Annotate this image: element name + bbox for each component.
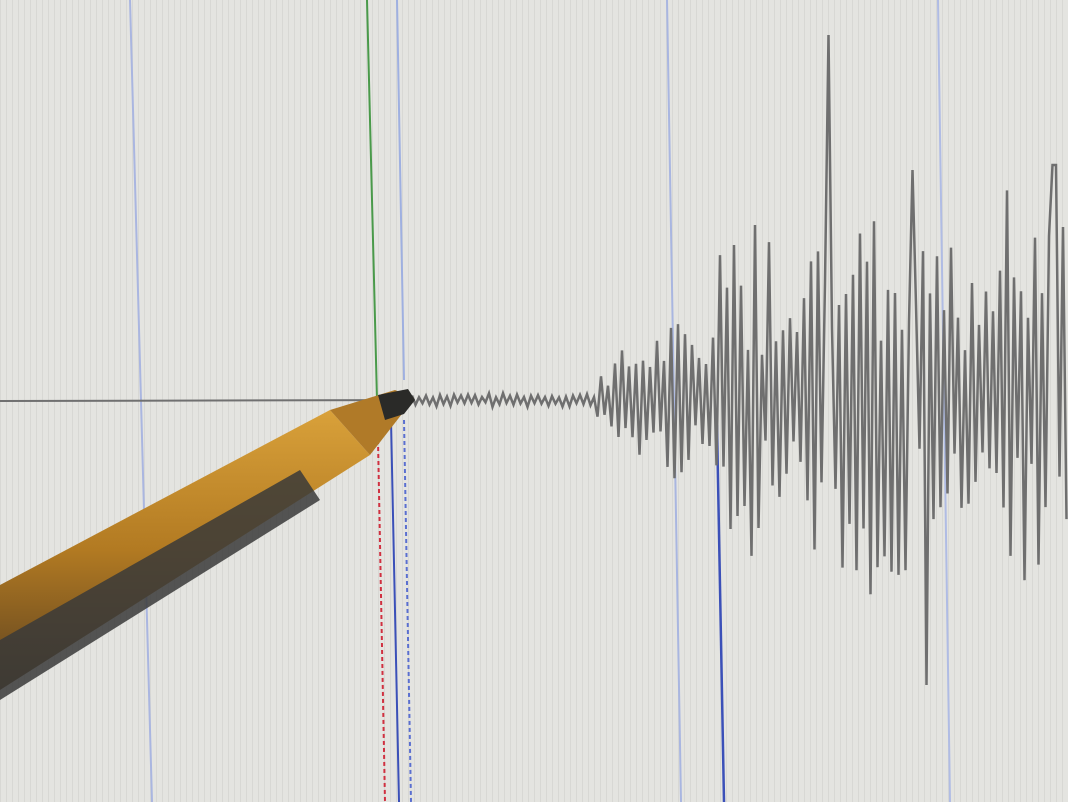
pencil-graphite: [378, 389, 415, 420]
marker-line-light-blue: [666, 0, 682, 802]
pencil: [0, 389, 415, 700]
seismic-waveform: [410, 34, 1068, 686]
marker-line-green: [366, 0, 378, 401]
pencil-shadow: [0, 470, 320, 700]
marker-line-dark-blue: [715, 424, 726, 802]
marker-line-red-dashed: [377, 439, 386, 802]
marker-lines: [129, 0, 951, 802]
marker-line-light-blue: [937, 0, 951, 802]
marker-line-blue: [390, 419, 400, 802]
marker-line-blue-dashed: [403, 419, 412, 802]
baseline: [0, 399, 411, 402]
marker-line-light-blue: [396, 0, 405, 381]
